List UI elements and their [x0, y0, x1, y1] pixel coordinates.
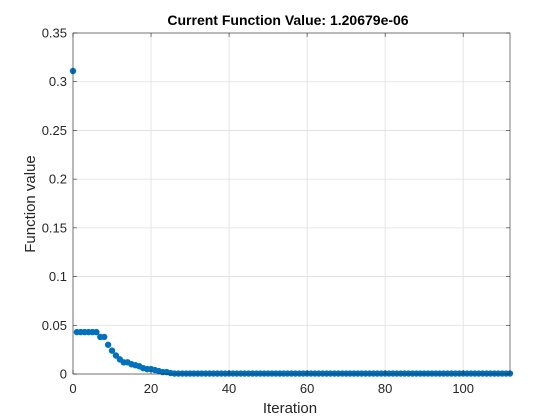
- data-point: [112, 352, 120, 359]
- y-tick-label: 0.1: [49, 269, 67, 284]
- chart-title: Current Function Value: 1.20679e-06: [167, 12, 408, 28]
- x-tick-label: 80: [378, 381, 392, 396]
- plot-frame: [72, 32, 511, 375]
- x-tick-label: 40: [222, 381, 236, 396]
- data-point: [104, 341, 112, 348]
- data-point: [93, 328, 100, 336]
- x-tick-label: 100: [452, 381, 474, 396]
- y-tick-label: 0: [60, 367, 67, 382]
- x-tick-label: 60: [300, 381, 314, 396]
- x-tick-label: 0: [69, 381, 76, 396]
- y-tick-label: 0.35: [42, 26, 67, 41]
- y-tick-label: 0.05: [42, 318, 67, 333]
- y-tick-label: 0.3: [49, 74, 67, 89]
- y-tick-label: 0.2: [49, 172, 67, 187]
- data-points: [69, 67, 514, 377]
- data-point: [108, 347, 116, 354]
- y-tick-label: 0.25: [42, 123, 67, 138]
- axis-ticks: 0 20 40 60 80 100 0 0.05 0.1 0.15 0.2 0.25 0.3 0.35: [42, 26, 510, 396]
- plot-area: [73, 33, 510, 374]
- data-point: [101, 333, 108, 341]
- x-tick-label: 20: [144, 381, 158, 396]
- x-axis-label: Iteration: [263, 400, 317, 417]
- y-tick-label: 0.15: [42, 220, 67, 235]
- y-axis-label: Function value: [22, 155, 39, 253]
